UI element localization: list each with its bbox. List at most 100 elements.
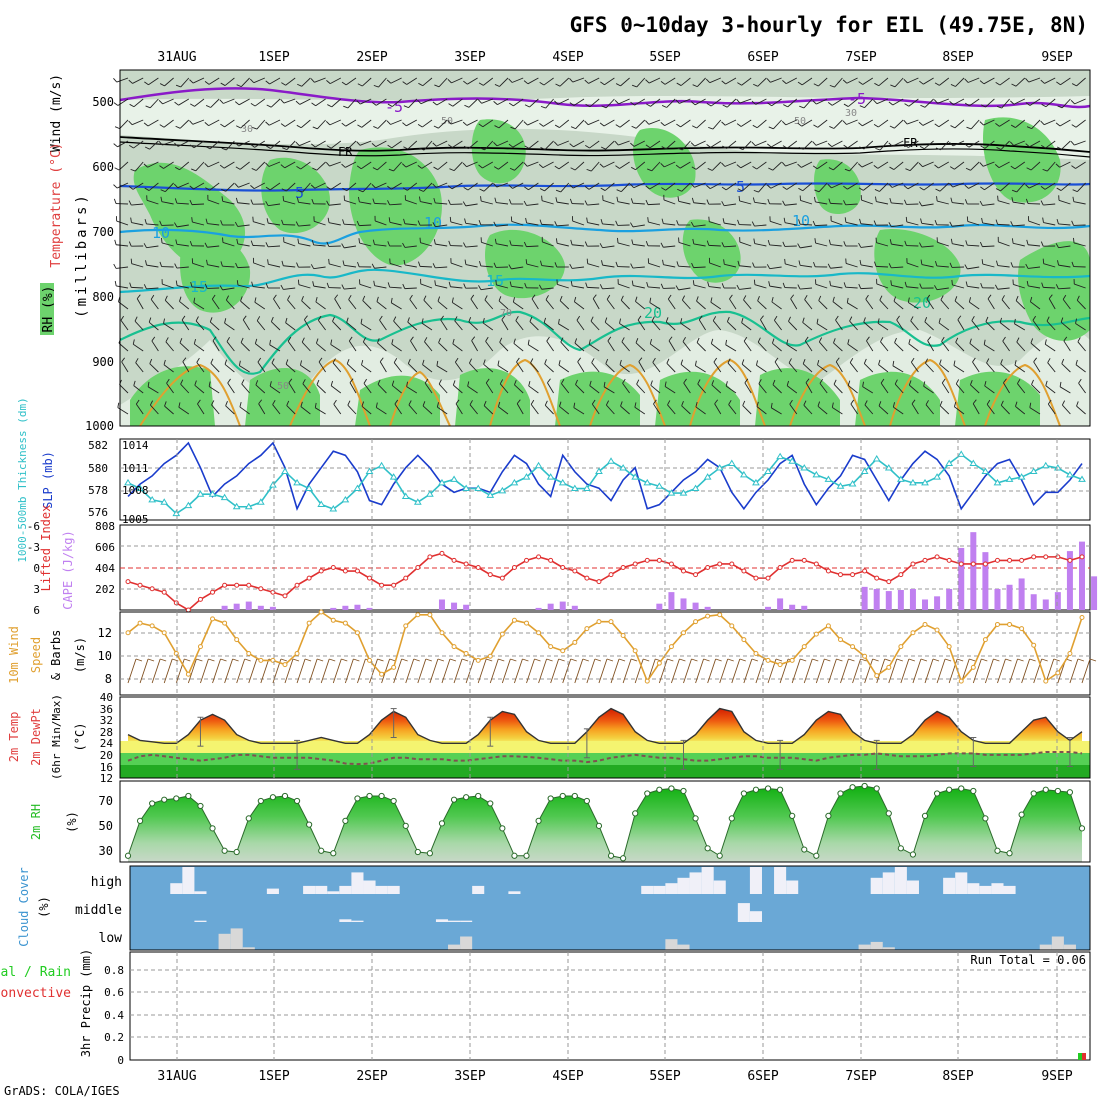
barb-staff [436,365,448,373]
upper-wind-barb [1040,77,1056,84]
rh-point [982,815,989,822]
barb-flag [333,399,337,405]
cloud-bar [665,939,678,950]
upper-wind-barb [604,317,615,331]
data-point [379,582,385,588]
upper-wind-barb [600,219,615,226]
barb-flag [768,126,774,130]
barb-staff [723,245,737,248]
data-point [524,557,530,563]
barb-flag [985,316,989,322]
barb-flag [178,402,181,408]
upper-wind-barb [555,197,569,205]
data-point [934,554,940,560]
barb-staff [710,301,722,310]
barb-staff [421,161,433,169]
barb-flag [266,145,271,149]
barb-staff [891,182,904,188]
barb-flag [357,261,360,267]
barb-staff [1000,405,1010,415]
upper-wind-barb [615,161,630,169]
wind10m-barb [586,658,602,684]
barb-staff [815,224,828,227]
upper-wind-barb [843,200,858,206]
barb-flag [373,126,379,129]
barb-staff [482,161,494,169]
precip-run-total: Run Total = 0.06 [970,953,1086,967]
upper-wind-barb [225,401,235,415]
data-point [222,620,228,626]
upper-wind-barb [493,98,509,106]
barb-staff [484,299,494,310]
rh-point [342,817,349,824]
barb-flag [1041,103,1047,108]
upper-wind-barb [697,379,706,394]
barb-staff [146,199,159,205]
upper-wind-barb [1031,379,1041,394]
upper-wind-barb [311,198,326,205]
upper-wind-barb [236,119,250,129]
barb-flag [843,185,848,190]
barb-staff [891,202,904,205]
barb-staff [299,98,311,105]
barb-flag [189,185,194,190]
barb-staff [709,77,721,84]
upper-wind-barb [554,161,570,170]
upper-wind-barb [1059,381,1071,394]
upper-wind-barb [858,242,873,248]
upper-wind-barb [407,317,418,331]
barb-flag [304,315,308,320]
barb-flag [448,144,453,148]
data-point [812,470,821,478]
barb-staff [937,241,949,247]
barb-staff [496,224,509,227]
barb-staff [207,264,220,268]
upper-wind-barb [661,98,676,108]
data-point [1031,554,1037,560]
upper-wind-barb [545,295,554,310]
barb-flag [447,79,452,84]
barb-staff [774,320,782,331]
barb-flag [645,199,649,205]
barb-staff [771,407,782,415]
rh-point [692,815,699,822]
barb-flag [509,240,512,246]
upper-wind-barb [114,119,129,130]
cape-bar [463,604,470,610]
barb-staff [791,658,801,684]
barb-flag [884,658,891,662]
upper-wind-barb [220,119,235,128]
barb-staff [544,140,554,150]
barb-staff [970,384,980,394]
barb-staff [863,140,874,150]
upper-wind-barb [903,119,919,125]
barb-flag [418,82,424,87]
upper-wind-barb [935,182,950,192]
wind10m-barb [284,658,300,684]
upper-wind-barb [741,317,752,331]
barb-staff [501,658,511,684]
barb-flag [387,241,391,247]
barb-staff [620,182,630,192]
rh-point [269,794,277,801]
barb-staff [298,243,311,247]
cloud-cover-panel: high middle low Cloud Cover (%) [17,865,1091,951]
wind10m-barb [707,658,722,684]
barb-flag [1000,359,1003,365]
barb-staff [1074,283,1086,289]
barb-flag [905,216,908,222]
barb-flag [584,186,590,190]
upper-wind-barb [799,195,813,205]
barb-flag [827,143,833,147]
upper-wind-barb [675,285,691,291]
barb-staff [438,119,448,129]
rh-point [897,845,904,852]
barb-staff [921,222,934,226]
data-point [741,568,747,574]
barb-staff [587,263,600,268]
rh-point [233,848,240,856]
barb-flag [1025,78,1030,83]
barb-staff [941,382,950,394]
rh-label-50: 50 [794,116,806,127]
data-point [946,557,952,563]
